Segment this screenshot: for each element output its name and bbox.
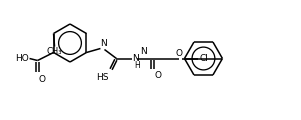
Text: Cl: Cl [200, 54, 208, 63]
Text: N: N [101, 39, 107, 48]
Text: O: O [176, 48, 183, 57]
Text: H: H [135, 61, 140, 71]
Text: HO: HO [15, 54, 29, 63]
Text: N: N [132, 54, 139, 63]
Text: O: O [39, 75, 45, 84]
Text: O: O [154, 72, 161, 81]
Text: CH₃: CH₃ [47, 48, 62, 57]
Text: HS: HS [96, 72, 108, 81]
Text: N: N [140, 48, 147, 57]
